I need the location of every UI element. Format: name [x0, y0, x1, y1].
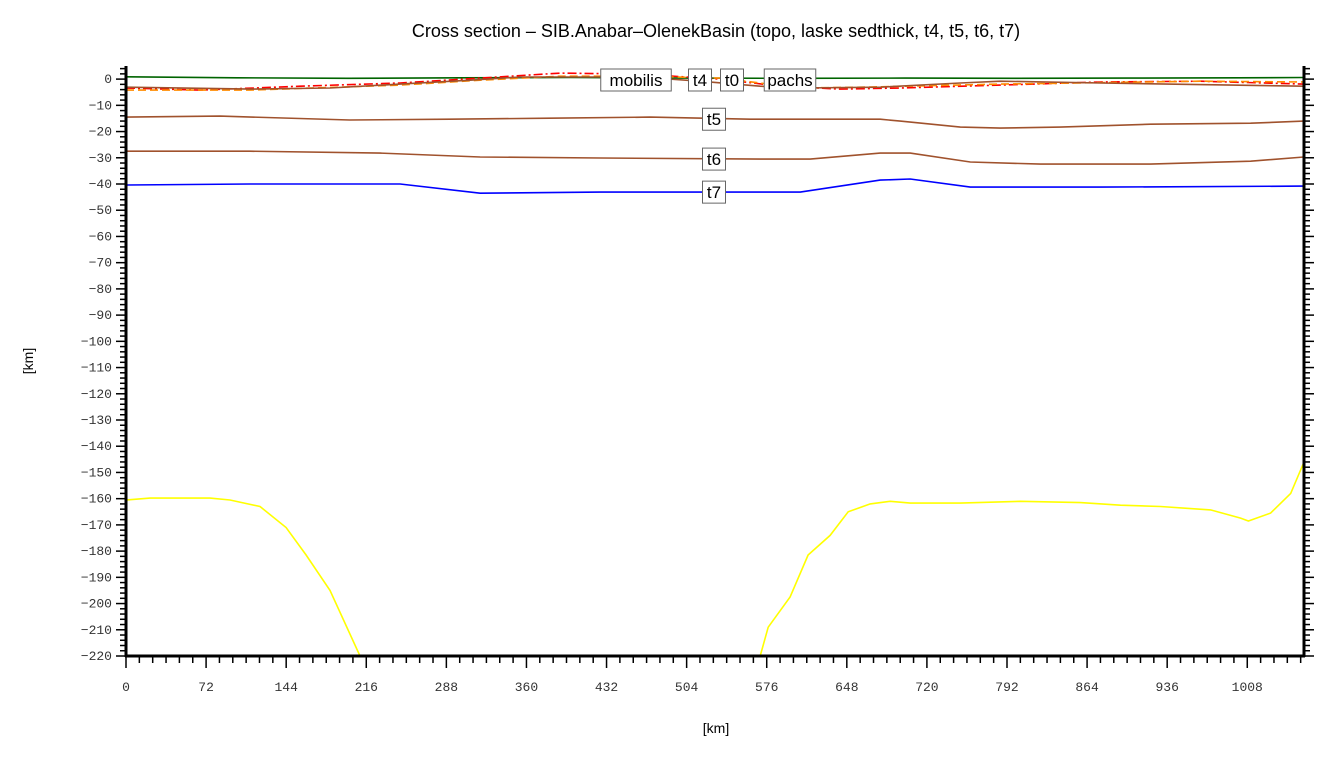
y-tick-label: −50 — [89, 203, 112, 218]
x-tick-label: 576 — [755, 680, 778, 695]
chart-title: Cross section – SIB.Anabar–OlenekBasin (… — [412, 21, 1020, 41]
y-tick-label: −130 — [81, 413, 112, 428]
y-tick-label: −170 — [81, 518, 112, 533]
x-tick-label: 1008 — [1232, 680, 1263, 695]
top-label-1-box — [600, 68, 672, 92]
label-t5-text: t5 — [707, 110, 721, 129]
y-tick-label: 0 — [104, 72, 112, 87]
label-t7-box — [702, 180, 726, 204]
top-label-2: t4 — [688, 68, 712, 92]
label-t6-box — [702, 147, 726, 171]
top-label-4-text: pachs — [767, 71, 812, 90]
y-tick-label: −80 — [89, 282, 112, 297]
x-tick-label: 792 — [995, 680, 1018, 695]
x-tick-label: 936 — [1155, 680, 1178, 695]
series-line-series-8 — [126, 461, 1304, 656]
label-t6-text: t6 — [707, 150, 721, 169]
y-tick-label: −30 — [89, 151, 112, 166]
y-tick-label: −70 — [89, 256, 112, 271]
top-label-3-text: t0 — [725, 71, 739, 90]
y-tick-label: −160 — [81, 492, 112, 507]
x-tick-label: 648 — [835, 680, 858, 695]
y-tick-label: −220 — [81, 649, 112, 664]
x-tick-label: 0 — [122, 680, 130, 695]
y-tick-label: −90 — [89, 308, 112, 323]
y-tick-label: −40 — [89, 177, 112, 192]
label-t6: t6 — [702, 147, 726, 171]
y-tick-label: −110 — [81, 361, 112, 376]
y-tick-label: −150 — [81, 465, 112, 480]
top-label-3-box — [720, 68, 744, 92]
series-line-t7 — [126, 178, 1304, 195]
x-tick-label: 504 — [675, 680, 699, 695]
label-t7-text: t7 — [707, 183, 721, 202]
y-tick-label: −10 — [89, 98, 112, 113]
x-axis-label: [km] — [703, 720, 729, 736]
x-tick-label: 144 — [274, 680, 298, 695]
top-label-1-text: mobilis — [610, 71, 663, 90]
x-tick-label: 288 — [435, 680, 458, 695]
label-t7: t7 — [702, 180, 726, 204]
series-line-t5 — [126, 115, 1304, 129]
y-tick-label: −200 — [81, 597, 112, 612]
series-line-t6 — [126, 150, 1304, 165]
label-t5: t5 — [702, 107, 726, 131]
series-line-series-3 — [126, 75, 1304, 91]
x-tick-label: 72 — [198, 680, 214, 695]
y-axis-label: [km] — [20, 348, 36, 374]
y-tick-label: −210 — [81, 623, 112, 638]
top-label-4-box — [763, 68, 817, 92]
top-label-2-text: t4 — [693, 71, 707, 90]
x-tick-label: 720 — [915, 680, 938, 695]
x-tick-label: 360 — [515, 680, 538, 695]
top-label-3: t0 — [720, 68, 744, 92]
y-tick-label: −20 — [89, 125, 112, 140]
y-tick-label: −140 — [81, 439, 112, 454]
top-label-1: mobilis — [600, 68, 672, 92]
top-label-2-box — [688, 68, 712, 92]
y-tick-label: −190 — [81, 570, 112, 585]
y-tick-label: −120 — [81, 387, 112, 402]
top-label-4: pachs — [763, 68, 817, 92]
x-tick-label: 216 — [355, 680, 378, 695]
label-t5-box — [702, 107, 726, 131]
y-tick-label: −60 — [89, 229, 112, 244]
y-tick-label: −100 — [81, 334, 112, 349]
x-tick-label: 864 — [1075, 680, 1099, 695]
y-tick-label: −180 — [81, 544, 112, 559]
x-tick-label: 432 — [595, 680, 618, 695]
